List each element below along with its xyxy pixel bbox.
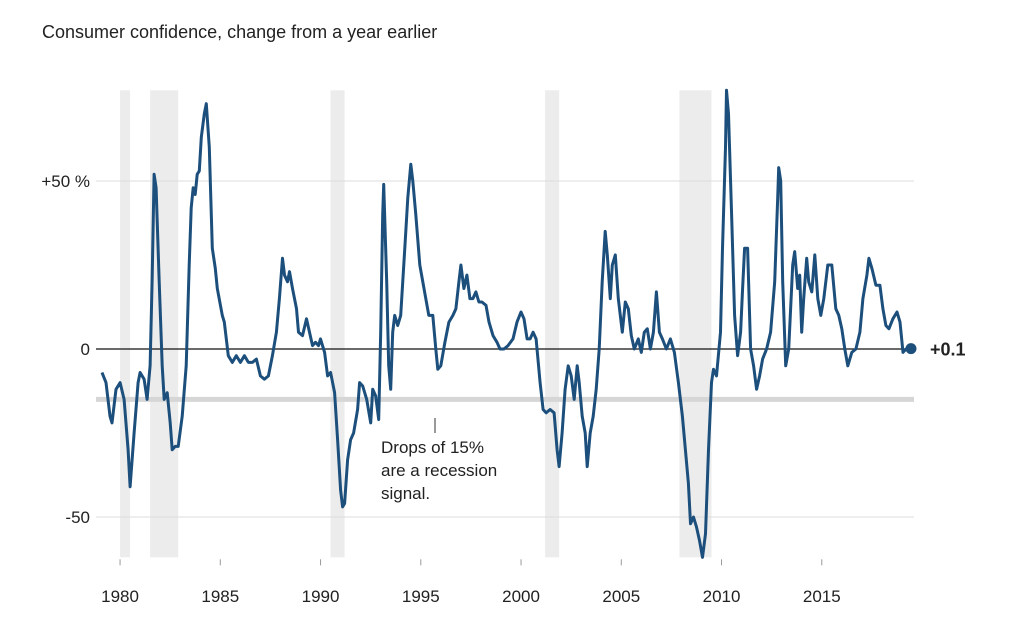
recession-band <box>120 90 131 558</box>
annotation: are a recession <box>381 461 497 480</box>
x-tick-label: 1990 <box>302 587 340 606</box>
annotation: Drops of 15% <box>381 438 484 457</box>
x-tick-label: 2000 <box>502 587 540 606</box>
y-tick-label: -50 <box>65 508 90 527</box>
x-tick-label: 2010 <box>703 587 741 606</box>
recession-band <box>330 90 345 558</box>
annotation: signal. <box>381 484 430 503</box>
x-tick-label: 1980 <box>101 587 139 606</box>
x-tick-label: 1985 <box>201 587 239 606</box>
end-point <box>905 343 917 355</box>
recession-band <box>545 90 560 558</box>
end-label: +0.1 <box>930 340 966 360</box>
y-tick-label: +50 % <box>41 172 90 191</box>
x-tick-label: 2005 <box>602 587 640 606</box>
x-tick-label: 2015 <box>803 587 841 606</box>
chart-title: Consumer confidence, change from a year … <box>42 22 437 42</box>
x-tick-label: 1995 <box>402 587 440 606</box>
data-line <box>100 88 912 559</box>
recession-band <box>150 90 179 558</box>
y-tick-label: 0 <box>81 340 90 359</box>
